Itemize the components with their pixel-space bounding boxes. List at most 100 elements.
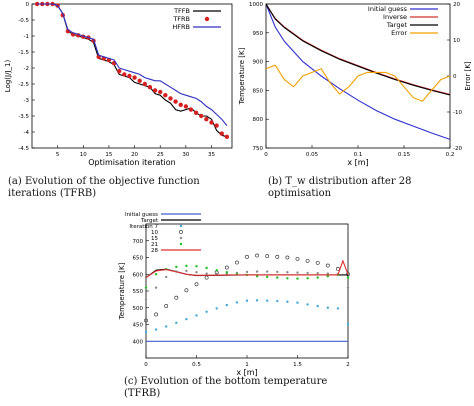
y2-tick-label: -20 bbox=[453, 146, 462, 152]
data-point bbox=[165, 275, 168, 279]
x-tick-label: 15 bbox=[105, 152, 112, 158]
series-line bbox=[265, 64, 451, 102]
plot-frame bbox=[145, 223, 349, 359]
data-point bbox=[224, 134, 230, 139]
y-tick-label: 950 bbox=[253, 31, 264, 37]
y-tick-label: -4.5 bbox=[18, 146, 29, 152]
y2-tick-label: 10 bbox=[453, 38, 460, 44]
data-point bbox=[285, 255, 290, 260]
data-point bbox=[316, 304, 319, 308]
series-line bbox=[265, 3, 451, 96]
y-axis-label: Temperature [K] bbox=[238, 47, 246, 105]
data-point bbox=[275, 254, 280, 259]
y-tick-label: 450 bbox=[133, 323, 144, 329]
data-point bbox=[154, 312, 159, 317]
temperature-distribution-chart: 0 0.05 0.1 0.15 0.2 1000 950 900 850 800 750 x [m] T… bbox=[238, 2, 472, 167]
data-point bbox=[142, 81, 148, 87]
y2-tick-label: 0 bbox=[453, 74, 457, 80]
data-point bbox=[175, 265, 178, 269]
data-point bbox=[188, 107, 194, 112]
legend-swatch bbox=[179, 236, 183, 240]
y-tick-label: -1.5 bbox=[18, 50, 29, 56]
x-tick-label: 10 bbox=[80, 152, 87, 158]
series-line bbox=[37, 3, 228, 126]
data-point bbox=[316, 272, 319, 275]
legend-label: 15 bbox=[151, 236, 158, 242]
data-point bbox=[266, 275, 269, 279]
y-tick-label: 400 bbox=[133, 339, 144, 345]
data-point bbox=[199, 113, 204, 119]
data-point bbox=[154, 273, 158, 276]
data-point bbox=[276, 276, 279, 279]
data-point bbox=[168, 96, 173, 101]
data-point bbox=[276, 270, 279, 274]
legend-label: Initial guess bbox=[368, 5, 408, 13]
data-point bbox=[158, 89, 163, 95]
data-point bbox=[306, 271, 309, 275]
x-tick-label: 20 bbox=[131, 152, 138, 158]
data-point bbox=[165, 325, 168, 328]
data-point bbox=[184, 288, 189, 293]
data-point bbox=[185, 317, 188, 321]
data-point bbox=[255, 253, 260, 258]
data-point bbox=[326, 306, 329, 309]
objective-function-chart: 5 10 15 20 25 30 35 0 -0.5 -1 -1.5 -2 -2.5 -3 -3.5 -4 -4… bbox=[4, 1, 233, 167]
data-point bbox=[306, 277, 309, 280]
y-tick-label: -3 bbox=[24, 98, 30, 104]
y2-tick-label: -10 bbox=[453, 110, 462, 116]
data-point bbox=[255, 299, 259, 302]
data-point bbox=[194, 282, 199, 287]
caption-a: (a) Evolution of the objective function … bbox=[8, 176, 200, 199]
data-point bbox=[178, 102, 183, 108]
x-tick-label: 0.15 bbox=[398, 152, 411, 158]
data-point bbox=[147, 85, 153, 90]
data-point bbox=[173, 99, 178, 104]
y-tick-label: 900 bbox=[253, 60, 264, 66]
data-point bbox=[295, 256, 300, 261]
legend-label: Target bbox=[140, 218, 159, 224]
x-tick-label: 35 bbox=[208, 152, 215, 158]
y-tick-label: 1000 bbox=[249, 2, 263, 8]
data-point bbox=[296, 271, 299, 274]
plot-frame bbox=[31, 3, 233, 149]
bottom-temperature-chart: 0 0.5 1 1.5 2 700 650 600 550 500 450 400 x [m] Tempe… bbox=[118, 212, 350, 377]
legend-swatch bbox=[204, 16, 210, 22]
y-tick-label: -1 bbox=[24, 34, 29, 40]
data-point bbox=[266, 299, 269, 302]
y-tick-label: 550 bbox=[133, 289, 144, 295]
y-tick-label: -0.5 bbox=[18, 18, 29, 24]
data-point bbox=[144, 330, 148, 334]
y-tick-label: 600 bbox=[133, 272, 144, 278]
data-point bbox=[255, 275, 259, 278]
data-point bbox=[144, 286, 148, 289]
legend-label: TFRB bbox=[172, 15, 190, 23]
y-tick-label: 750 bbox=[253, 146, 264, 152]
data-point bbox=[144, 298, 148, 301]
data-point bbox=[265, 254, 270, 259]
data-point bbox=[215, 272, 218, 276]
data-point bbox=[174, 295, 179, 300]
data-point bbox=[132, 75, 137, 80]
legend-label: HFRB bbox=[172, 23, 190, 31]
x-tick-label: 0.05 bbox=[306, 152, 319, 158]
data-point bbox=[305, 258, 310, 263]
legend-label: TFFB bbox=[173, 7, 190, 15]
x-axis-label: x [m] bbox=[236, 368, 257, 377]
data-point bbox=[325, 263, 330, 268]
y-axis-label: Log(J/J_1) bbox=[4, 60, 12, 93]
legend-label: Initial guess bbox=[125, 212, 158, 218]
data-point bbox=[195, 265, 198, 268]
x-tick-label: 2 bbox=[346, 362, 350, 368]
legend-label: 21 bbox=[151, 242, 158, 248]
data-point bbox=[144, 318, 148, 323]
x-tick-label: 1.5 bbox=[293, 362, 302, 368]
y-axis-label: Temperature [K] bbox=[118, 262, 126, 320]
data-point bbox=[195, 271, 198, 274]
y2-axis-label: Error [K] bbox=[464, 61, 472, 91]
legend-label: Error bbox=[391, 29, 407, 37]
legend-label: Target bbox=[386, 21, 408, 29]
x-tick-label: 1 bbox=[245, 362, 249, 368]
x-tick-label: 0.5 bbox=[192, 362, 201, 368]
x-tick-label: 0 bbox=[264, 152, 268, 158]
data-point bbox=[225, 303, 228, 307]
